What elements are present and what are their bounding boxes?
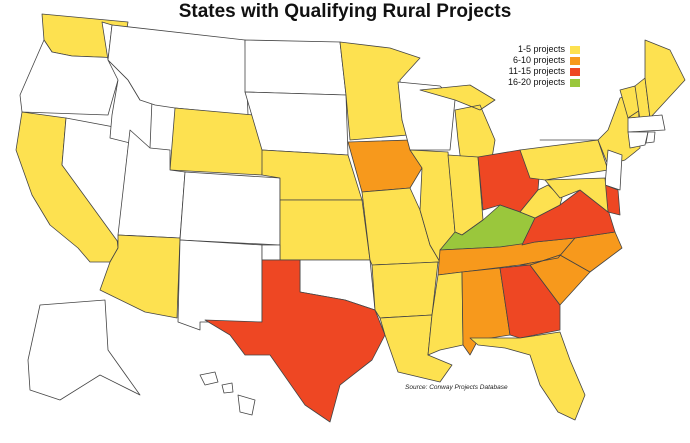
state-hi: [199, 371, 256, 416]
state-wi: [397, 81, 456, 151]
legend-item: 1-5 projects: [497, 44, 580, 55]
state-me: [644, 39, 686, 119]
legend-swatch: [570, 78, 580, 87]
state-nm: [177, 239, 263, 331]
state-nc: [519, 231, 623, 273]
legend-label: 16-20 projects: [507, 77, 565, 87]
legend-item: 16-20 projects: [497, 77, 580, 88]
state-ct: [627, 131, 649, 149]
legend-swatch: [570, 45, 580, 54]
state-ia: [347, 139, 423, 193]
state-fl: [469, 331, 586, 421]
state-nj: [604, 149, 623, 191]
state-sd: [244, 91, 349, 156]
state-ks: [279, 199, 371, 261]
legend-swatch: [570, 56, 580, 65]
state-ri: [645, 131, 656, 144]
legend-item: 11-15 projects: [497, 66, 580, 77]
state-ar: [371, 261, 439, 319]
legend-label: 1-5 projects: [517, 44, 565, 54]
legend-item: 6-10 projects: [497, 55, 580, 66]
legend-label: 11-15 projects: [508, 66, 565, 76]
state-tx: [204, 259, 386, 423]
legend: 1-5 projects 6-10 projects 11-15 project…: [497, 44, 580, 88]
state-pa: [519, 139, 609, 181]
state-wv: [519, 184, 563, 219]
map-title: States with Qualifying Rural Projects: [178, 1, 512, 22]
legend-swatch: [570, 67, 580, 76]
state-ak: [27, 299, 141, 401]
state-ma: [627, 114, 666, 133]
legend-label: 6-10 projects: [512, 55, 565, 65]
state-nd: [244, 39, 347, 96]
state-md: [544, 177, 609, 213]
source-note: Source: Conway Projects Database: [405, 384, 508, 391]
state-co: [179, 171, 281, 246]
state-wy: [169, 107, 266, 176]
